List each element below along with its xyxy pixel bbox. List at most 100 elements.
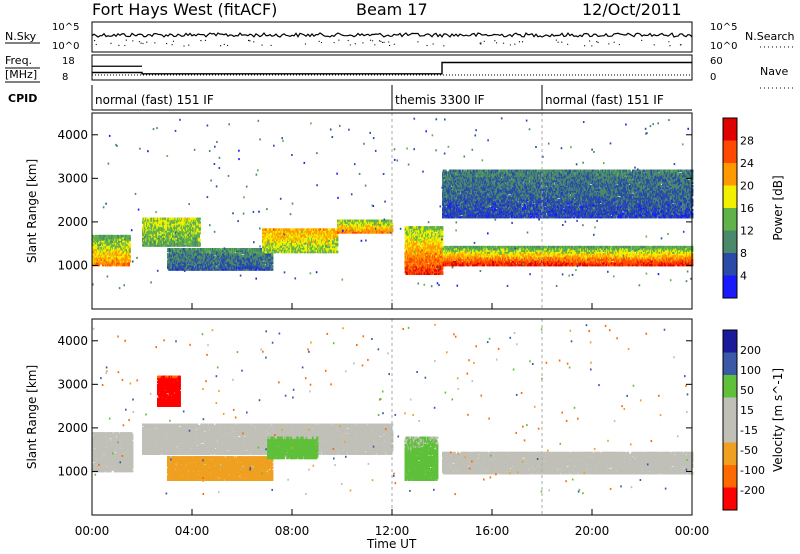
nsearch-point [188,44,190,46]
heatmap-cell [94,236,97,240]
heatmap-cell [152,238,155,242]
heatmap-cell [173,249,176,253]
heatmap-cell [307,243,310,247]
heatmap-cell [222,253,225,256]
heatmap-cell [192,256,195,259]
heatmap-cell [177,251,180,254]
heatmap-cell [237,248,240,251]
heatmap-cell [169,242,172,245]
heatmap-cell [300,236,303,240]
heatmap-cell [198,244,201,247]
heatmap-cell [174,253,177,256]
heatmap-cell [98,253,101,257]
heatmap-cell [150,242,153,245]
heatmap-cell [178,224,181,228]
heatmap-cell [176,229,179,233]
heatmap-cell [99,245,102,248]
heatmap-cell [293,243,296,247]
heatmap-cell [111,243,114,246]
heatmap-cell [267,247,270,250]
heatmap-cell [98,238,101,241]
heatmap-cell [272,236,275,240]
heatmap-cell [298,243,301,247]
heatmap-cell [173,224,176,228]
heatmap-cell [211,264,214,268]
heatmap-cell [236,254,239,258]
nsearch-point [432,43,434,45]
heatmap-cell [175,240,178,244]
heatmap-cell [270,263,273,266]
heatmap-cell [172,222,175,226]
nsearch-point [338,39,340,41]
date-label: 12/Oct/2011 [582,0,682,19]
heatmap-cell [172,240,175,244]
heatmap-cell [257,251,260,254]
heatmap-cell [187,231,190,235]
heatmap-cell [187,224,190,228]
heatmap-cell [165,242,168,245]
heatmap-cell [193,222,196,226]
heatmap-cell [282,230,285,233]
heatmap-cell [127,241,130,245]
heatmap-cell [113,243,116,246]
heatmap-cell [147,231,150,235]
heatmap-cell [261,253,264,256]
heatmap-cell [302,243,305,247]
heatmap-cell [191,254,194,258]
heatmap-cell [183,244,186,247]
heatmap-cell [190,249,193,253]
nsearch-point [502,42,505,44]
heatmap-cell [304,250,307,254]
nsearch-label: N.Search [745,30,795,43]
heatmap-cell [174,233,177,237]
heatmap-cell [162,240,165,244]
heatmap-cell [202,256,205,259]
heatmap-cell [128,251,131,255]
heatmap-cell [102,258,105,262]
heatmap-cell [295,238,298,242]
nsearch-point [668,41,670,43]
heatmap-cell [195,226,198,229]
heatmap-cell [179,229,182,233]
cpid-segment-label: normal (fast) 151 IF [545,93,664,107]
heatmap-cell [157,219,160,222]
nsearch-point [304,43,307,45]
heatmap-cell [207,254,210,258]
nsearch-point [613,41,615,43]
cpid-panel: CPID normal (fast) 151 IF themis 3300 IF n… [8,85,692,111]
heatmap-cell [172,238,175,242]
heatmap-cell [152,235,155,238]
heatmap-cell [269,235,272,238]
nsearch-point [483,40,485,42]
heatmap-cell [203,266,206,269]
heatmap-cell [186,248,189,251]
heatmap-cell [254,259,257,263]
heatmap-cell [218,258,221,261]
heatmap-cell [128,240,131,243]
heatmap-cell [271,264,274,268]
heatmap-cell [188,253,191,256]
heatmap-cell [191,217,194,221]
heatmap-cell [237,266,240,269]
nsearch-point [514,43,516,45]
heatmap-cell [257,254,260,258]
heatmap-cell [277,250,280,254]
heatmap-cell [96,251,99,255]
nsearch-point [680,44,682,46]
heatmap-cell [291,245,294,249]
nsearch-point [591,45,593,47]
heatmap-cell [222,249,225,253]
heatmap-cell [181,219,184,222]
heatmap-cell [182,222,185,226]
heatmap-cell [191,231,194,235]
heatmap-cell [197,266,200,269]
heatmap-cell [242,256,245,259]
nsearch-point [388,44,391,47]
heatmap-cell [271,261,274,264]
heatmap-cell [172,256,175,259]
heatmap-cell [156,240,159,244]
heatmap-cell [184,217,187,221]
heatmap-cell [236,266,239,269]
heatmap-cell [211,263,214,266]
heatmap-cell [221,258,224,261]
